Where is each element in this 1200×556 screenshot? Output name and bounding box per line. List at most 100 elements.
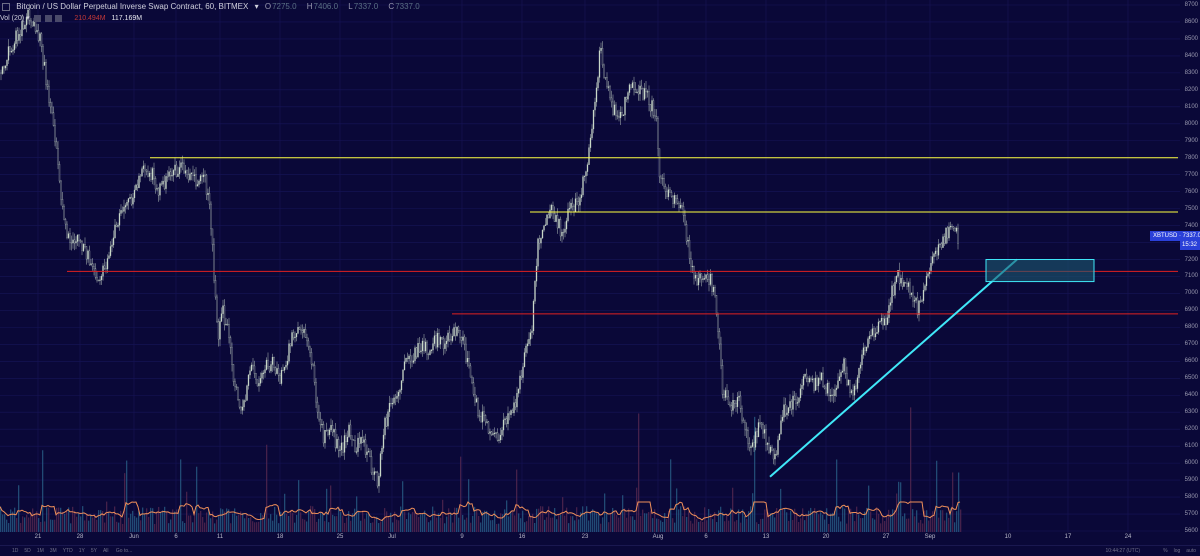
symbol-title[interactable]: Bitcoin / US Dollar Perpetual Inverse Sw… [16,2,249,11]
candle-body [702,278,704,280]
range-button[interactable]: All [102,548,109,554]
volume-bar [644,513,646,532]
candle-body [400,380,403,391]
candle-body [18,34,20,41]
clock-timezone[interactable]: 10:44:27 (UTC) [1105,548,1140,554]
volume-bar [256,522,258,532]
scale-option-button[interactable]: % [1163,548,1168,554]
candle-body [157,188,160,196]
volume-bar [324,521,326,532]
drawing-annotations[interactable] [67,157,1178,478]
volume-bar [184,522,186,532]
range-button[interactable]: 5Y [90,548,97,554]
candle-body [304,329,307,338]
candle-body [900,277,902,284]
candle-body [502,419,505,431]
candle-body [582,176,584,196]
goto-date-button[interactable]: Go to... [115,548,133,554]
range-button[interactable]: 1Y [78,548,85,554]
volume-bar [872,518,874,532]
range-button[interactable]: 1D [12,548,19,554]
volume-bar [438,513,440,532]
price-tick-label: 7700 [1184,171,1198,178]
volume-bar [110,516,112,532]
candle-body [774,453,776,460]
collapse-square-icon[interactable] [2,2,10,11]
range-button[interactable]: 1M [36,548,44,554]
candle-body [756,431,758,438]
candle-body [121,210,124,212]
range-button[interactable]: 3M [49,548,57,554]
candle-body [805,373,808,379]
candle-body [142,165,145,169]
volume-bar [84,520,86,532]
candle-body [720,343,722,366]
volume-bar [726,514,728,532]
candle-body [951,226,953,228]
volume-bar [336,516,338,532]
time-axis[interactable]: 21 28 Jun 6 11 18 25 Jul 9 16 23 Aug 6 13 20 27 Sep 10 17 2… [0,532,1180,544]
price-axis[interactable]: 5600 5700 5800 5900 6000 6100 6200 6300 6400 6500… [1180,0,1200,555]
volume-indicator-name[interactable]: Vol (20) [0,15,25,22]
volume-bar [660,520,662,532]
range-button[interactable]: YTD [62,548,73,554]
volume-caret-icon[interactable]: ▾ [26,15,30,22]
candle-body [732,400,734,411]
volume-bar [928,520,930,532]
candle-body [378,476,380,487]
volume-bar [500,513,502,532]
candle-body [340,442,343,451]
candle-body [145,169,148,172]
candle-body [520,375,523,378]
volume-bar [318,518,320,532]
volume-bar [946,512,948,532]
candle-body [823,386,826,389]
candle-body [346,436,349,443]
volume-bar [136,517,138,532]
candle-body [403,361,406,371]
candle-body [550,205,553,211]
candle-body [742,419,745,423]
candle-body [172,170,175,176]
candle-body [21,21,23,37]
candle-body [639,85,641,95]
volume-bar [74,510,76,532]
candle-body [942,236,944,248]
candle-body [393,397,395,404]
candle-body [499,434,502,441]
symbol-caret-icon[interactable]: ▾ [254,2,259,11]
candle-body [694,275,697,279]
volume-bar [552,517,554,532]
candle-body [736,397,739,407]
candle-body [73,239,76,244]
candle-body [306,337,308,342]
volume-bar [126,460,128,532]
volume-bar [232,513,234,532]
volume-bar [514,515,516,532]
candle-body [342,442,344,453]
volume-bar [152,508,154,532]
candle-body [124,205,127,208]
scale-option-button[interactable]: log [1173,548,1181,554]
candle-body [219,321,221,340]
volume-bar [672,518,674,532]
volume-bar [844,508,846,532]
indicator-close-icon[interactable] [55,14,63,22]
candle-body [223,305,226,325]
volume-bar [342,515,344,532]
volume-bar [436,517,438,532]
candle-body [741,408,743,421]
volume-bar [428,522,430,532]
candle-body [921,300,923,302]
volume-bar [370,523,372,532]
range-button[interactable]: 5D [24,548,31,554]
volume-bar [166,511,168,532]
volume-bar [948,517,950,532]
candle-body [229,337,232,348]
indicator-visibility-icon[interactable] [44,14,52,22]
scale-option-button[interactable]: auto [1186,548,1196,554]
indicator-settings-icon[interactable] [33,14,41,22]
volume-value-2: 117.169M [111,15,143,22]
volume-bar [408,512,410,532]
